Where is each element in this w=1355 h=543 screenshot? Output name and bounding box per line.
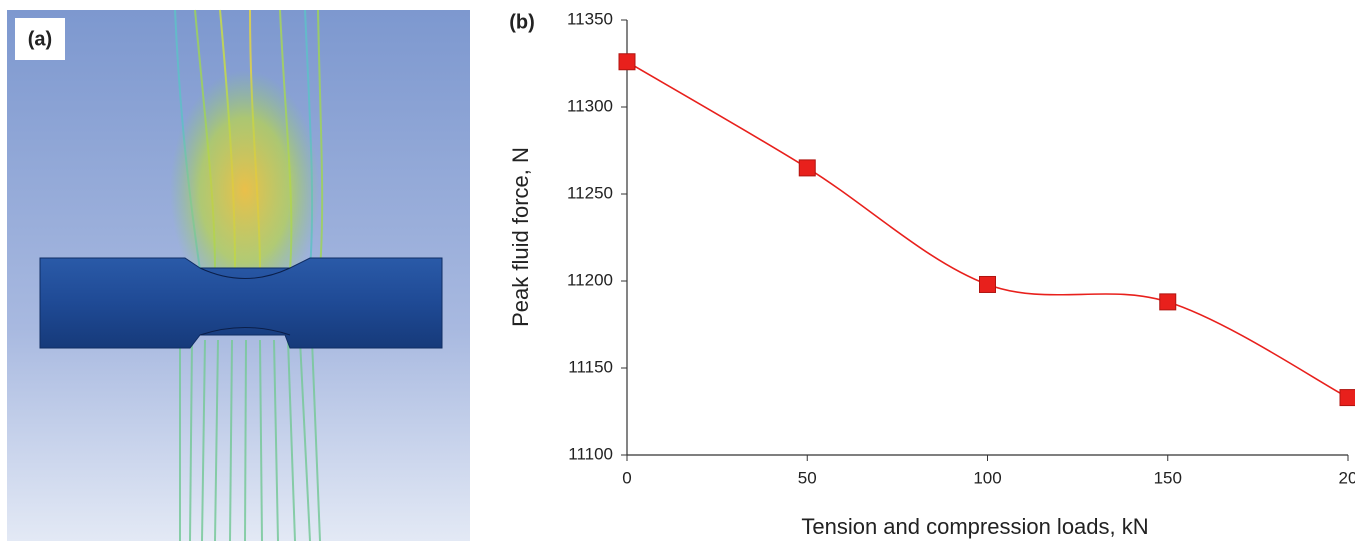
data-point xyxy=(1339,389,1355,407)
x-tick-label: 100 xyxy=(973,468,1001,487)
x-tick-label: 20 xyxy=(1339,468,1355,487)
panel-label: (a) xyxy=(28,28,52,50)
panel-label-box xyxy=(15,18,65,60)
data-point xyxy=(1159,293,1177,311)
data-point xyxy=(798,159,816,177)
y-axis-title: Peak fluid force, N xyxy=(508,147,533,327)
data-point xyxy=(618,53,636,71)
x-tick-label: 50 xyxy=(798,468,817,487)
x-axis-title: Tension and compression loads, kN xyxy=(801,514,1148,539)
x-tick-label: 150 xyxy=(1154,468,1182,487)
data-line xyxy=(626,61,1349,399)
y-tick-label: 11250 xyxy=(567,183,613,202)
y-tick-label: 11300 xyxy=(567,96,613,115)
y-tick-label: 11200 xyxy=(567,270,613,289)
data-point xyxy=(979,275,996,293)
y-tick-label: 11150 xyxy=(568,357,613,376)
y-tick-label: 11350 xyxy=(567,9,613,28)
x-tick-label: 0 xyxy=(622,468,631,487)
simulation-image: (a) xyxy=(7,9,470,542)
y-tick-label: 11100 xyxy=(568,444,613,463)
panel-label: (b) xyxy=(509,11,535,33)
